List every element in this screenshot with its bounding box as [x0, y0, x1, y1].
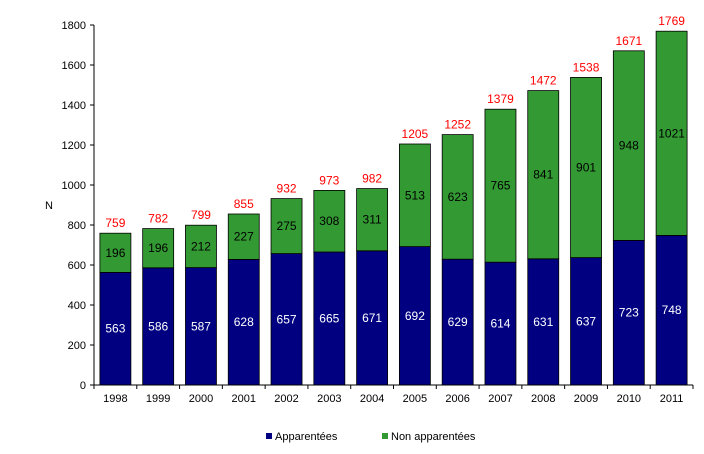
y-tick-label: 600	[68, 260, 86, 272]
total-label: 759	[105, 216, 125, 230]
x-tick-label: 2000	[189, 393, 213, 405]
data-label: 841	[533, 168, 553, 182]
x-tick-label: 2007	[488, 393, 512, 405]
data-label: 196	[105, 246, 125, 260]
x-tick-label: 2001	[232, 393, 256, 405]
total-label: 982	[362, 172, 382, 186]
y-tick-label: 200	[68, 340, 86, 352]
legend: Apparentées Non apparentées	[266, 431, 476, 443]
x-tick-label: 2005	[403, 393, 427, 405]
data-label: 628	[234, 315, 254, 329]
data-label: 311	[363, 213, 382, 227]
y-tick-label: 1800	[62, 20, 86, 32]
total-label: 1538	[573, 60, 600, 74]
total-label: 1472	[530, 74, 557, 88]
bar-segment-non-apparentees	[313, 189, 346, 253]
bar-segment-non-apparentees	[441, 134, 474, 260]
x-tick-label: 2011	[660, 393, 684, 405]
bar-segment-apparentees	[612, 239, 645, 386]
legend-label-apparentees: Apparentées	[275, 431, 338, 443]
total-label: 932	[277, 182, 297, 196]
data-label: 948	[619, 139, 639, 153]
data-label: 692	[405, 309, 425, 323]
bar-segment-non-apparentees	[570, 77, 602, 258]
bar-segment-non-apparentees	[270, 198, 303, 255]
x-tick-label: 1999	[146, 393, 170, 405]
data-label: 637	[576, 314, 596, 328]
bar-segment-apparentees	[570, 257, 602, 386]
y-tick-label: 800	[68, 220, 86, 232]
data-label: 1021	[658, 126, 685, 140]
axes-layer: 0 200 400 600 800 1000 1200 1400 1600 1800 1998 199…	[62, 20, 694, 405]
bar-segment-apparentees	[99, 271, 132, 386]
data-label: 275	[277, 219, 297, 233]
data-label: 629	[448, 315, 468, 329]
data-label: 586	[148, 319, 168, 333]
data-label: 665	[319, 312, 339, 326]
data-label: 513	[405, 188, 425, 202]
total-label: 973	[319, 173, 339, 187]
x-tick-label: 2006	[445, 393, 469, 405]
bar-segment-non-apparentees	[99, 232, 132, 273]
data-label: 631	[533, 315, 553, 329]
bar-segment-apparentees	[484, 261, 517, 386]
bar-segment-non-apparentees	[398, 143, 431, 247]
bars-layer: 563 196 759 586 196 782 587 212 799 628 227 855 657 2…	[99, 14, 688, 386]
data-label: 614	[490, 317, 510, 331]
bar-segment-non-apparentees	[142, 228, 175, 269]
y-tick-label: 400	[68, 300, 86, 312]
data-label: 765	[490, 179, 510, 193]
y-tick-label: 1400	[62, 100, 86, 112]
data-label: 212	[191, 239, 211, 253]
data-label: 308	[319, 214, 339, 228]
x-tick-label: 2004	[360, 393, 384, 405]
total-label: 1205	[402, 127, 429, 141]
x-tick-label: 2003	[317, 393, 341, 405]
bar-segment-apparentees	[441, 258, 474, 386]
data-label: 227	[234, 230, 254, 244]
bar-segment-non-apparentees	[484, 108, 517, 263]
data-label: 748	[662, 303, 682, 317]
bar-segment-apparentees	[313, 251, 346, 386]
legend-label-non-apparentees: Non apparentées	[391, 431, 476, 443]
data-label: 623	[448, 190, 468, 204]
x-tick-label: 2008	[531, 393, 555, 405]
data-label: 657	[277, 312, 297, 326]
total-label: 1769	[658, 14, 685, 28]
data-label: 671	[362, 311, 382, 325]
bar-segment-non-apparentees	[227, 213, 260, 260]
bar-segment-non-apparentees	[185, 224, 217, 268]
y-axis-title: N	[45, 200, 53, 212]
total-label: 799	[191, 208, 211, 222]
total-label: 782	[148, 212, 168, 226]
bar-segment-non-apparentees	[655, 30, 688, 236]
data-label: 587	[191, 319, 211, 333]
legend-swatch-apparentees	[266, 433, 272, 439]
bar-segment-apparentees	[655, 234, 688, 386]
data-label: 901	[576, 161, 596, 175]
bar-segment-non-apparentees	[527, 90, 560, 260]
x-tick-label: 2002	[274, 393, 298, 405]
y-tick-label: 1000	[62, 180, 86, 192]
total-label: 855	[234, 197, 254, 211]
x-tick-label: 1998	[103, 393, 127, 405]
x-tick-label: 2009	[574, 393, 598, 405]
y-tick-label: 1200	[62, 140, 86, 152]
total-label: 1379	[487, 92, 514, 106]
bar-segment-non-apparentees	[612, 50, 645, 241]
y-tick-label: 0	[80, 380, 86, 392]
y-tick-label: 1600	[62, 60, 86, 72]
data-label: 563	[105, 322, 125, 336]
total-label: 1671	[615, 34, 642, 48]
bar-segment-apparentees	[527, 258, 560, 386]
x-tick-label: 2010	[617, 393, 641, 405]
data-label: 196	[148, 241, 168, 255]
legend-swatch-non-apparentees	[382, 433, 388, 439]
total-label: 1252	[444, 118, 471, 132]
data-label: 723	[619, 306, 639, 320]
bar-segment-non-apparentees	[356, 188, 389, 252]
